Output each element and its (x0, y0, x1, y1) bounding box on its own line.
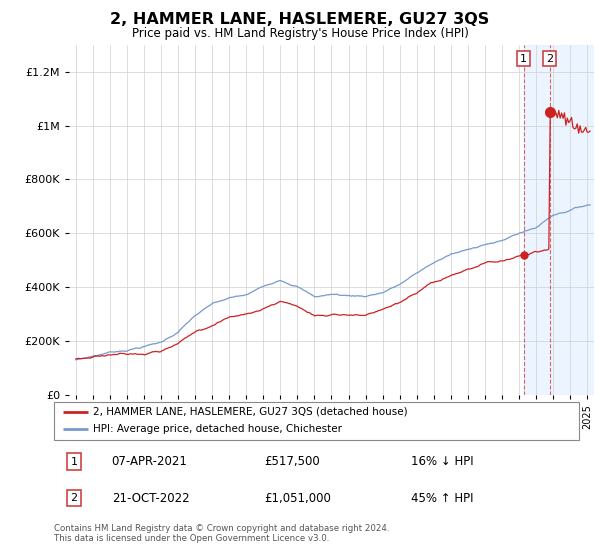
Text: 2: 2 (546, 54, 553, 63)
Bar (524, 45, 596, 395)
Text: 2: 2 (70, 493, 77, 503)
Text: 2, HAMMER LANE, HASLEMERE, GU27 3QS: 2, HAMMER LANE, HASLEMERE, GU27 3QS (110, 12, 490, 27)
Text: Price paid vs. HM Land Registry's House Price Index (HPI): Price paid vs. HM Land Registry's House … (131, 27, 469, 40)
Text: 21-OCT-2022: 21-OCT-2022 (112, 492, 190, 505)
Text: 45% ↑ HPI: 45% ↑ HPI (411, 492, 473, 505)
Text: HPI: Average price, detached house, Chichester: HPI: Average price, detached house, Chic… (94, 424, 343, 435)
Text: £517,500: £517,500 (264, 455, 320, 468)
Text: £1,051,000: £1,051,000 (264, 492, 331, 505)
Text: 07-APR-2021: 07-APR-2021 (112, 455, 188, 468)
Text: Contains HM Land Registry data © Crown copyright and database right 2024.
This d: Contains HM Land Registry data © Crown c… (54, 524, 389, 543)
Text: 16% ↓ HPI: 16% ↓ HPI (411, 455, 473, 468)
Text: 1: 1 (520, 54, 527, 63)
Text: 2, HAMMER LANE, HASLEMERE, GU27 3QS (detached house): 2, HAMMER LANE, HASLEMERE, GU27 3QS (det… (94, 407, 408, 417)
Text: 1: 1 (70, 457, 77, 467)
